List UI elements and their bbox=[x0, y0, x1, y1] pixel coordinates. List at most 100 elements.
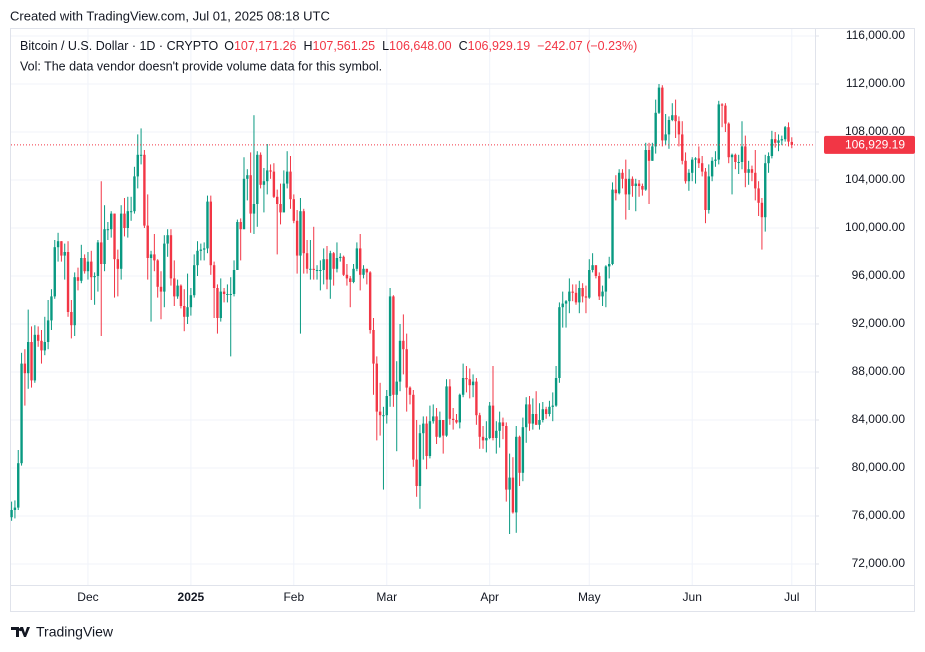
legend-field-value: 107,171.26 bbox=[234, 39, 297, 53]
candle-body bbox=[667, 120, 671, 135]
x-tick-label: Jul bbox=[784, 590, 799, 604]
candle-body bbox=[96, 242, 100, 276]
candle-body bbox=[76, 277, 80, 281]
grid bbox=[11, 29, 815, 585]
candle-body bbox=[266, 170, 269, 182]
candle-body bbox=[342, 256, 345, 275]
legend-field-label: O bbox=[224, 39, 234, 53]
candle-body bbox=[239, 222, 242, 230]
candle-body bbox=[677, 121, 681, 135]
candle-body bbox=[415, 459, 418, 486]
candle-body bbox=[209, 201, 212, 266]
candle-body bbox=[382, 415, 385, 417]
candle-body bbox=[90, 261, 93, 278]
candle-body bbox=[163, 243, 166, 292]
y-tick-label: 108,000.00 bbox=[845, 124, 905, 138]
candle-body bbox=[339, 256, 342, 258]
candle-body bbox=[27, 342, 30, 374]
candle-body bbox=[103, 229, 106, 264]
candle-body bbox=[488, 405, 491, 438]
created-note: Created with TradingView.com, Jul 01, 20… bbox=[10, 8, 330, 23]
candle-body bbox=[256, 154, 259, 204]
candle-body bbox=[750, 169, 754, 173]
candle-body bbox=[149, 254, 153, 258]
candle-body bbox=[246, 175, 249, 179]
x-tick-label: Apr bbox=[480, 590, 499, 604]
candle-body bbox=[176, 285, 179, 297]
candle-body bbox=[309, 268, 312, 270]
candle-body bbox=[392, 296, 395, 395]
candle-body bbox=[631, 178, 634, 186]
y-tick-label: 96,000.00 bbox=[852, 268, 906, 282]
candle-body bbox=[395, 381, 398, 395]
candle-body bbox=[375, 363, 378, 412]
candle-body bbox=[717, 104, 720, 160]
candle-body bbox=[475, 381, 478, 416]
candle-body bbox=[627, 178, 631, 195]
candle-body bbox=[43, 342, 46, 351]
candle-body bbox=[478, 415, 481, 437]
candle-body bbox=[70, 312, 73, 326]
candle-body bbox=[236, 222, 239, 270]
candle-body bbox=[405, 349, 408, 388]
candle-body bbox=[471, 381, 475, 386]
candle-body bbox=[285, 171, 289, 184]
candle-body bbox=[435, 416, 438, 437]
candle-body bbox=[17, 463, 20, 508]
candle-body bbox=[637, 183, 641, 186]
last-price-badge bbox=[824, 135, 915, 154]
candle-body bbox=[594, 265, 598, 276]
candle-body bbox=[754, 172, 757, 189]
x-tick-label: Dec bbox=[77, 590, 98, 604]
legend-field-value: 106,929.19 bbox=[468, 39, 531, 53]
candle-body bbox=[196, 250, 199, 266]
x-tick-label: Feb bbox=[283, 590, 304, 604]
legend-field-value: 106,648.00 bbox=[389, 39, 452, 53]
candle-body bbox=[777, 140, 780, 143]
candle-body bbox=[325, 259, 329, 280]
candle-body bbox=[36, 334, 40, 341]
candle-body bbox=[734, 154, 737, 162]
candle-body bbox=[206, 201, 209, 249]
candle-body bbox=[388, 296, 392, 396]
candle-body bbox=[305, 253, 309, 269]
candle-body bbox=[226, 294, 229, 295]
candle-body bbox=[139, 154, 143, 156]
candle-body bbox=[402, 340, 405, 350]
legend-symbol: Bitcoin / U.S. Dollar · 1D · CRYPTO bbox=[20, 39, 218, 53]
candle-body bbox=[60, 241, 63, 256]
candle-body bbox=[319, 270, 322, 271]
candle-body bbox=[113, 213, 116, 260]
candle-body bbox=[767, 156, 770, 164]
candle-body bbox=[664, 134, 667, 141]
candle-body bbox=[505, 426, 508, 490]
candle-body bbox=[584, 296, 588, 298]
candle-body bbox=[518, 436, 521, 473]
candle-body bbox=[116, 259, 120, 269]
candle-body bbox=[412, 394, 415, 460]
candle-body bbox=[657, 87, 661, 113]
candle-body bbox=[571, 291, 574, 293]
candle-body bbox=[428, 421, 432, 456]
logo-mark bbox=[11, 627, 30, 637]
candle-body bbox=[46, 320, 50, 342]
candle-body bbox=[143, 154, 146, 226]
candle-body bbox=[100, 242, 103, 264]
candle-body bbox=[186, 307, 189, 317]
candle-body bbox=[651, 146, 654, 161]
candle-body bbox=[591, 265, 594, 270]
candle-body bbox=[710, 160, 714, 177]
candle-body bbox=[528, 404, 531, 424]
axes: 72,000.00 76,000.00 80,000.00 84,000.00 88,0… bbox=[11, 28, 915, 604]
candle-body bbox=[724, 105, 727, 124]
candle-body bbox=[23, 363, 27, 374]
candle-body bbox=[212, 265, 216, 288]
candle-body bbox=[601, 291, 604, 297]
candle-body bbox=[73, 277, 76, 326]
candle-body bbox=[312, 268, 315, 270]
candle-body bbox=[385, 396, 388, 416]
candle-body bbox=[279, 204, 282, 213]
last-price-label: 106,929.19 bbox=[845, 138, 905, 152]
candle-body bbox=[272, 171, 276, 197]
